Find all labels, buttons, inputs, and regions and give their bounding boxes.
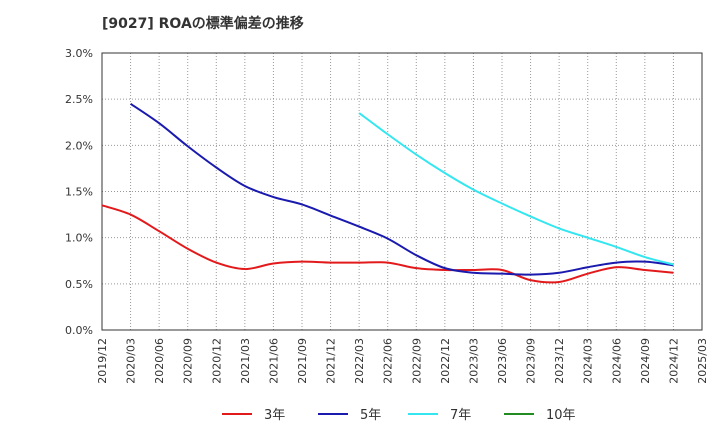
- x-tick-label: 2022/09: [410, 338, 423, 384]
- legend-label-0: 3年: [264, 408, 285, 423]
- y-tick-label: 0.5%: [65, 278, 93, 291]
- x-tick-label: 2021/09: [296, 338, 309, 384]
- x-tick-label: 2020/12: [210, 338, 223, 384]
- x-tick-label: 2021/12: [325, 338, 338, 384]
- grid: [102, 53, 702, 330]
- x-tick-label: 2023/12: [553, 338, 566, 384]
- x-tick-label: 2025/03: [696, 338, 709, 384]
- x-tick-label: 2023/06: [496, 338, 509, 384]
- y-tick-label: 3.0%: [65, 47, 93, 60]
- x-tick-label: 2023/09: [525, 338, 538, 384]
- y-tick-label: 0.0%: [65, 324, 93, 337]
- x-tick-label: 2024/03: [582, 338, 595, 384]
- series-line-1: [130, 102, 674, 276]
- y-tick-label: 1.5%: [65, 186, 93, 199]
- series-lines: [101, 102, 674, 284]
- x-tick-label: 2023/03: [467, 338, 480, 384]
- x-tick-label: 2022/06: [382, 338, 395, 384]
- chart-title: [9027] ROAの標準偏差の推移: [102, 15, 304, 32]
- x-tick-label: 2019/12: [96, 338, 109, 384]
- legend: 3年 5年 7年 10年: [222, 408, 576, 423]
- x-tick-label: 2024/12: [667, 338, 680, 384]
- series-line-2: [358, 112, 674, 266]
- x-tick-label: 2024/06: [610, 338, 623, 384]
- x-tick-label: 2021/06: [267, 338, 280, 384]
- y-tick-label: 1.0%: [65, 232, 93, 245]
- series-line-0: [101, 204, 674, 284]
- legend-label-2: 7年: [450, 408, 471, 423]
- y-tick-label: 2.5%: [65, 93, 93, 106]
- x-tick-label: 2022/03: [353, 338, 366, 384]
- legend-label-1: 5年: [360, 408, 381, 423]
- y-tick-label: 2.0%: [65, 139, 93, 152]
- x-tick-label: 2020/03: [125, 338, 138, 384]
- axes: 0.0% 0.5% 1.0% 1.5% 2.0% 2.5% 3.0% 2019/12 2020/…: [65, 47, 709, 384]
- legend-label-3: 10年: [546, 408, 576, 423]
- x-tick-label: 2024/09: [639, 338, 652, 384]
- x-tick-label: 2022/12: [439, 338, 452, 384]
- x-tick-label: 2020/09: [182, 338, 195, 384]
- x-tick-label: 2020/06: [153, 338, 166, 384]
- plot-frame: [101, 52, 703, 331]
- x-tick-label: 2021/03: [239, 338, 252, 384]
